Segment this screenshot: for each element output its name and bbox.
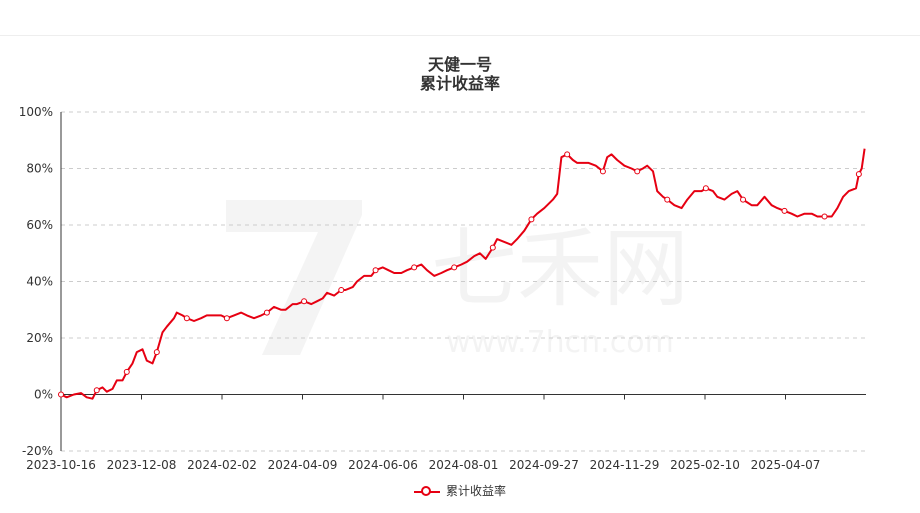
watermark-url: www.7hcn.com (446, 325, 674, 360)
x-axis: 2023-10-16 2023-12-08 2024-02-02 2024-04-09… (26, 112, 866, 472)
y-tick-label: 20% (26, 331, 53, 345)
x-tick-label: 2023-10-16 (26, 458, 96, 472)
data-point (123, 368, 130, 375)
data-point (664, 196, 671, 203)
data-point (740, 196, 747, 203)
x-tick-label: 2023-12-08 (107, 458, 177, 472)
y-tick-label: 100% (19, 105, 53, 119)
watermark-brand: 七禾网 (431, 219, 689, 319)
x-tick-label: 2024-09-27 (509, 458, 579, 472)
y-tick-label: -20% (22, 444, 53, 458)
chart-title: 天健一号 (427, 55, 492, 74)
data-point (301, 298, 308, 305)
data-point (338, 286, 345, 293)
grid-lines (61, 111, 866, 452)
y-tick-label: 40% (26, 275, 53, 289)
data-point (855, 171, 862, 178)
x-tick-label: 2024-04-09 (268, 458, 338, 472)
data-point (489, 244, 496, 251)
legend-marker (413, 485, 440, 497)
x-tick-label: 2025-02-10 (670, 458, 740, 472)
data-point (183, 315, 190, 322)
series-layer (58, 148, 866, 400)
x-tick-label: 2024-11-29 (590, 458, 660, 472)
x-tick-label: 2024-02-02 (187, 458, 257, 472)
data-point (93, 387, 100, 394)
data-point (451, 264, 458, 271)
data-point (634, 168, 641, 175)
x-tick-label: 2024-08-01 (429, 458, 499, 472)
data-point (411, 264, 418, 271)
data-point (223, 315, 230, 322)
y-tick-label: 60% (26, 218, 53, 232)
data-point (372, 267, 379, 274)
data-point (821, 213, 828, 220)
x-tick-label: 2025-04-07 (751, 458, 821, 472)
y-tick-label: 80% (26, 162, 53, 176)
data-point (781, 207, 788, 214)
data-point (564, 151, 571, 158)
y-axis: -20% 0% 20% 40% 60% 80% 100% (19, 105, 53, 458)
data-point (58, 391, 64, 398)
watermark-logo: 七禾网 www.7hcn.com (226, 200, 689, 360)
data-point (528, 216, 535, 223)
data-point (263, 309, 270, 316)
y-tick-label: 0% (34, 388, 53, 402)
series-line (60, 148, 866, 400)
chart-subtitle: 累计收益率 (419, 74, 500, 93)
x-tick-label: 2024-06-06 (348, 458, 418, 472)
data-point (599, 168, 606, 175)
legend[interactable]: 累计收益率 (0, 482, 920, 500)
top-divider (0, 35, 920, 36)
data-point (153, 349, 160, 356)
data-point (702, 185, 709, 192)
legend-label: 累计收益率 (445, 484, 506, 498)
